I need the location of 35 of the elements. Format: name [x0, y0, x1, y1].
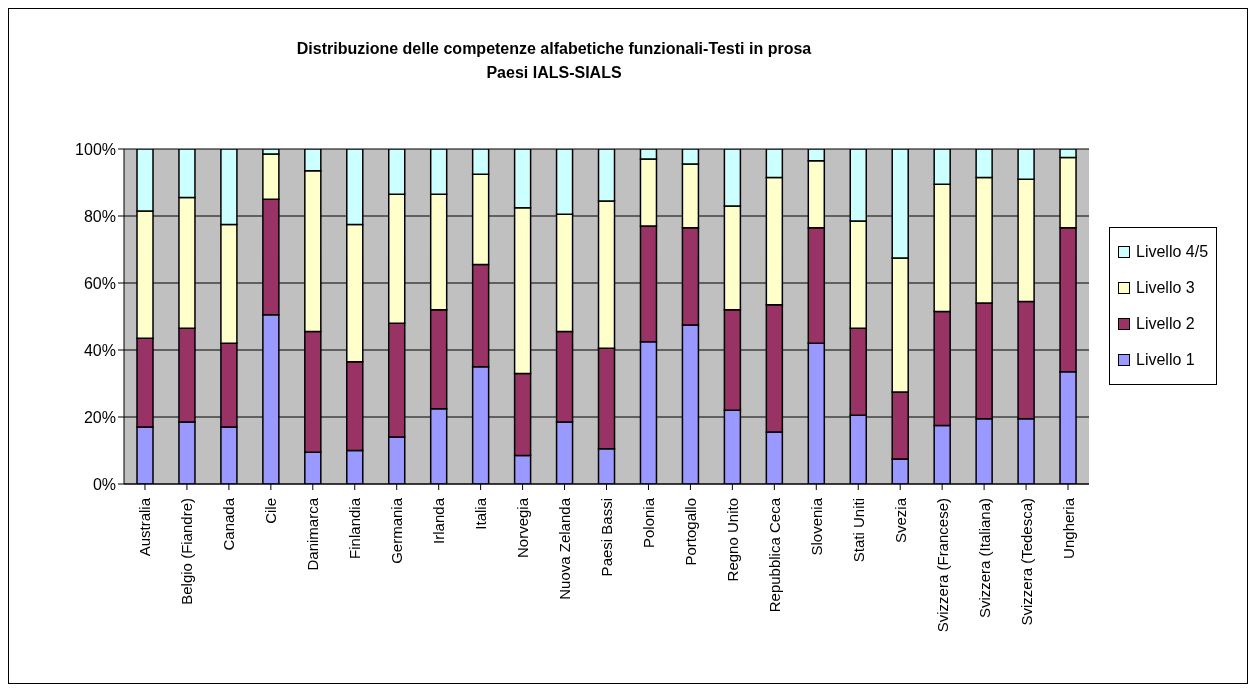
x-tick-label: Cile — [262, 498, 280, 524]
x-tick-label: Danimarca — [304, 497, 322, 571]
legend-label: Livello 3 — [1136, 279, 1195, 297]
y-tick-label: 100% — [75, 140, 116, 158]
x-tick-label: Finlandia — [346, 497, 364, 559]
x-tick-label: Svizzera (Tedesca) — [1017, 498, 1035, 626]
x-tick-label: Slovenia — [807, 497, 825, 556]
x-tick-label: Regno Unito — [723, 498, 741, 582]
x-tick-label: Nuova Zelanda — [556, 497, 574, 600]
y-tick-label: 0% — [92, 475, 116, 493]
x-tick-label: Germania — [388, 497, 406, 564]
x-tick-label: Ungheria — [1059, 497, 1077, 559]
x-tick-label: Portogallo — [681, 498, 699, 566]
y-tick-label: 80% — [83, 207, 116, 225]
x-tick-label: Repubblica Ceca — [765, 497, 783, 613]
x-tick-label: Polonia — [639, 497, 657, 549]
legend-label: Livello 1 — [1136, 351, 1195, 369]
x-tick-label: Canada — [220, 497, 238, 551]
y-tick-label: 60% — [83, 274, 116, 292]
x-tick-label: Svizzera (Francese) — [933, 498, 951, 633]
y-tick-label: 20% — [83, 408, 116, 426]
x-tick-label: Australia — [136, 497, 154, 557]
chart-subtitle: Paesi IALS-SIALS — [485, 63, 623, 83]
legend-label: Livello 2 — [1136, 315, 1195, 333]
x-tick-label: Belgio (Fiandre) — [178, 498, 196, 605]
x-tick-label: Paesi Bassi — [598, 498, 615, 577]
x-tick-label: Irlanda — [430, 497, 448, 544]
chart-title: Distribuzione delle competenze alfabetiche funzionali-Testi in prosa — [295, 39, 813, 59]
x-tick-label: Svizzera (Italiana) — [975, 498, 993, 619]
y-tick-label: 40% — [83, 341, 116, 359]
x-tick-label: Italia — [472, 497, 490, 530]
legend-label: Livello 4/5 — [1136, 243, 1209, 261]
x-tick-label: Norvegia — [514, 497, 532, 559]
x-tick-label: Stati Uniti — [849, 498, 867, 563]
x-tick-label: Svezia — [891, 497, 909, 544]
